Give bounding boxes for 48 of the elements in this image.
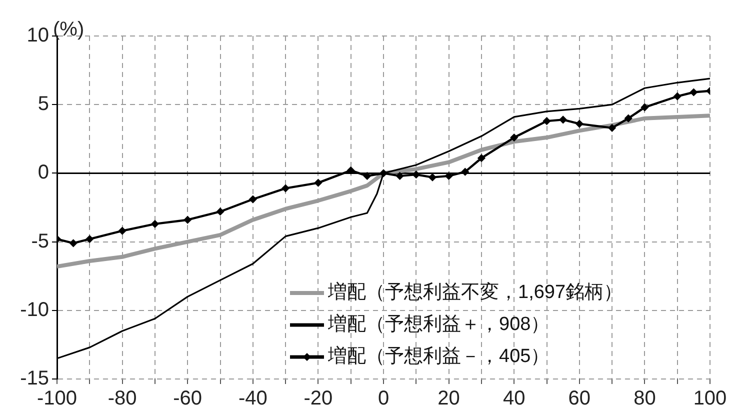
point [478,154,486,162]
point [380,170,388,177]
point [690,88,698,96]
point [151,220,159,228]
x-tick-label: 80 [634,388,656,410]
x-tick-label: -40 [238,388,268,410]
point [70,240,77,247]
point [364,172,371,180]
point [86,235,94,243]
legend-label: 増配（予想利益－，405） [327,345,550,368]
x-tick-label: -60 [173,388,202,410]
point [314,179,322,186]
y-tick-label: 0 [38,162,49,184]
point [462,168,469,176]
x-tick-label: 40 [502,388,526,410]
point [624,114,632,122]
point [249,196,256,203]
y-tick-label: -10 [20,298,49,321]
point [347,166,354,174]
point [428,174,436,181]
point [216,208,224,216]
point [282,184,290,192]
legend-label: 増配（予想利益不変，1,697銘柄） [327,281,623,304]
y-axis-title: (%) [53,18,84,41]
point [445,172,452,180]
point [608,124,616,132]
point [118,227,126,234]
x-tick-label: -20 [304,388,333,410]
legend-label: 増配（予想利益＋，908） [327,313,550,336]
y-tick-label: -5 [31,230,49,252]
x-tick-label: 20 [438,388,460,410]
point [674,92,681,100]
x-tick-label: 0 [378,388,390,410]
point [641,104,648,111]
point [412,170,420,178]
y-tick-label: 5 [38,93,49,116]
x-tick-label: 100 [693,388,727,410]
x-tick-label: -100 [36,388,78,410]
point [396,172,404,180]
y-tick-label: -15 [20,368,49,390]
point [559,116,567,124]
point [576,120,583,128]
x-tick-label: 60 [568,388,591,410]
y-tick-label: 10 [26,24,49,47]
point [510,134,518,142]
point [184,216,192,224]
point [543,117,550,125]
x-tick-label: -80 [108,388,137,410]
